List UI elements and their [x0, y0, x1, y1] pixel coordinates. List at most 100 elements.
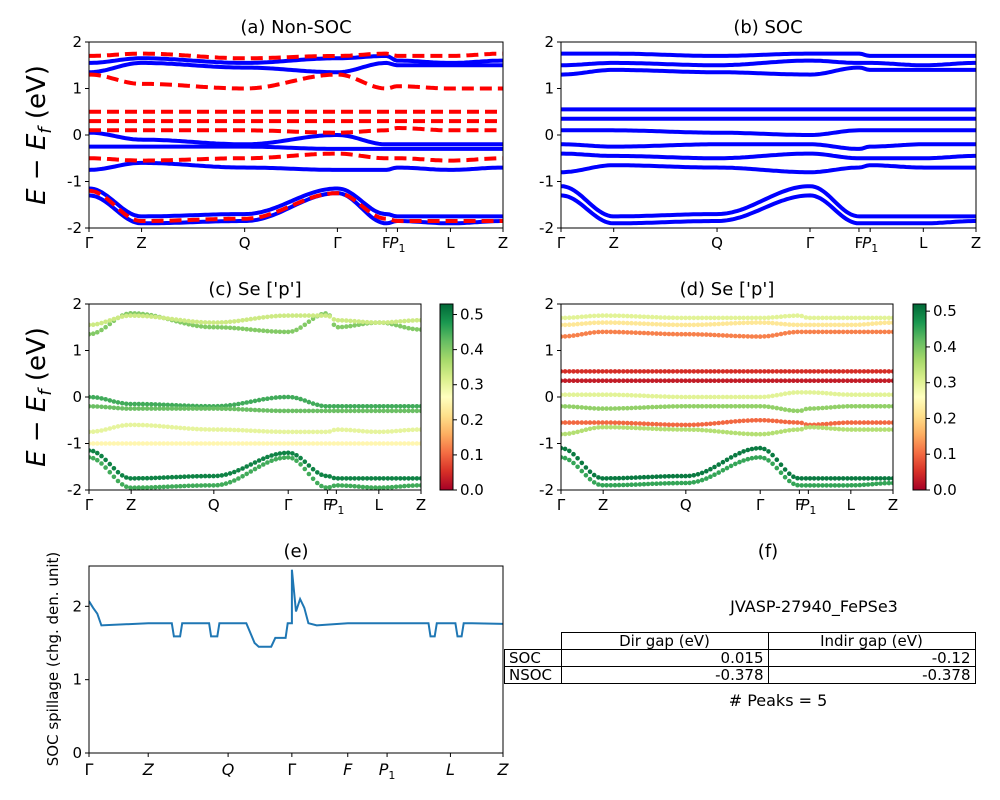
x-tick-label: L — [375, 496, 384, 514]
projection-point — [418, 318, 421, 323]
projection-point — [402, 324, 407, 330]
projection-point — [352, 441, 357, 446]
projection-point — [335, 324, 341, 330]
projection-point — [202, 320, 208, 325]
projection-point — [161, 475, 166, 480]
projection-point — [724, 369, 730, 374]
x-tick-label: Γ — [756, 496, 765, 514]
projection-point — [608, 425, 614, 430]
projection-point — [252, 428, 258, 434]
projection-point — [670, 404, 676, 409]
projection-point — [575, 404, 580, 410]
projection-point — [571, 460, 576, 466]
projection-point — [749, 431, 755, 437]
projection-point — [173, 484, 179, 489]
projection-point — [600, 320, 605, 325]
projection-point — [406, 483, 411, 489]
projection-point — [223, 441, 229, 446]
projection-point — [190, 426, 196, 432]
projection-point — [658, 331, 663, 337]
projection-point — [236, 468, 241, 473]
projection-point — [770, 369, 775, 374]
projection-point — [890, 427, 893, 432]
projection-point — [687, 480, 692, 486]
projection-point — [381, 408, 386, 414]
projection-point — [762, 369, 767, 374]
projection-point — [323, 473, 328, 479]
projection-point — [654, 378, 659, 384]
projection-point — [219, 473, 225, 478]
projection-point — [621, 392, 626, 398]
projection-point — [315, 470, 320, 475]
projection-point — [654, 331, 659, 336]
projection-point — [173, 425, 179, 430]
projection-point — [157, 315, 162, 320]
projection-point — [136, 476, 142, 481]
projection-point — [695, 404, 701, 409]
projection-point — [315, 480, 320, 486]
projection-point — [633, 321, 638, 326]
projection-point — [402, 318, 407, 324]
projection-point — [608, 483, 614, 488]
projection-point — [861, 427, 867, 432]
projection-point — [385, 485, 391, 490]
projection-point — [762, 455, 767, 461]
projection-point — [658, 315, 663, 320]
projection-point — [807, 329, 813, 335]
projection-point — [344, 483, 349, 489]
projection-point — [604, 313, 609, 318]
projection-point — [625, 475, 630, 481]
projection-point — [878, 329, 883, 335]
projection-point — [227, 427, 233, 433]
projection-point — [695, 422, 701, 427]
projection-point — [261, 456, 266, 462]
projection-point — [90, 448, 96, 454]
projection-point — [190, 483, 196, 489]
projection-point — [782, 314, 788, 319]
projection-point — [364, 429, 370, 434]
projection-point — [202, 441, 208, 446]
projection-point — [865, 392, 871, 398]
projection-point — [616, 378, 622, 384]
projection-point — [393, 484, 399, 490]
projection-point — [612, 329, 618, 335]
projection-point — [865, 378, 871, 384]
projection-point — [410, 408, 416, 414]
projection-point — [252, 441, 258, 446]
projection-point — [360, 408, 366, 414]
projection-point — [845, 476, 850, 481]
projection-point — [294, 429, 299, 435]
projection-point — [683, 427, 688, 432]
projection-point — [348, 441, 353, 446]
projection-point — [302, 441, 308, 446]
projection-point — [828, 322, 834, 328]
projection-point — [223, 325, 229, 330]
projection-point — [364, 404, 370, 409]
projection-point — [140, 422, 146, 428]
projection-point — [273, 313, 279, 319]
projection-point — [612, 313, 618, 319]
projection-point — [737, 320, 742, 326]
projection-point — [828, 315, 834, 321]
projection-point — [269, 408, 274, 414]
projection-point — [377, 320, 382, 325]
projection-point — [277, 395, 283, 400]
projection-point — [890, 369, 893, 374]
projection-point — [886, 329, 892, 335]
projection-point — [824, 483, 829, 488]
projection-point — [670, 331, 676, 337]
x-tick-label: Q — [208, 496, 220, 514]
projection-point — [236, 326, 241, 331]
projection-point — [344, 324, 349, 329]
projection-point — [219, 320, 225, 325]
soc-band-line — [561, 163, 976, 175]
projection-point — [103, 427, 108, 432]
projection-point — [654, 322, 659, 327]
projection-point — [373, 441, 378, 446]
projection-point — [194, 319, 200, 325]
ylabel-middle-sub: f — [35, 387, 56, 396]
projection-point — [323, 429, 328, 435]
panel-c-colorbar-ticks: 0.00.10.20.30.40.5 — [453, 306, 484, 499]
colorbar-tick-label: 0.2 — [933, 409, 957, 427]
projection-point — [857, 322, 863, 328]
